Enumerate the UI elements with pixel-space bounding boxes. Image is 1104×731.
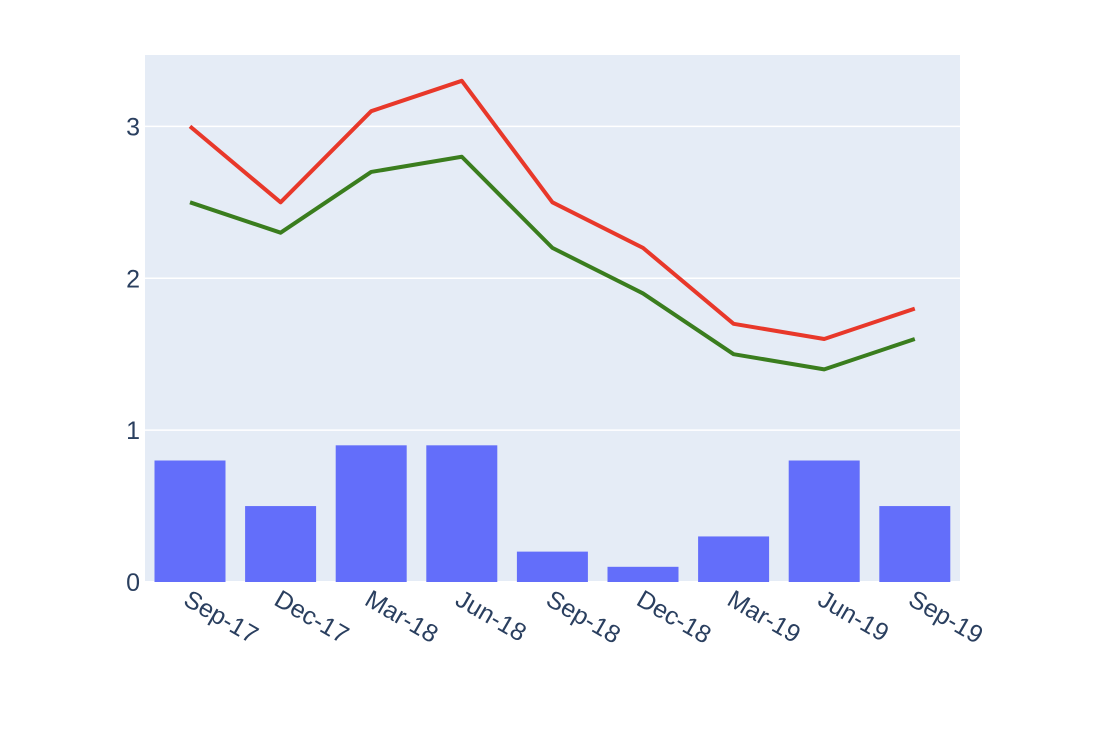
x-tick-label: Sep-18 <box>541 585 625 650</box>
x-tick-label: Jun-19 <box>813 585 893 647</box>
y-tick-label: 2 <box>126 265 140 293</box>
bar <box>607 566 679 582</box>
x-tick-label: Sep-17 <box>179 585 263 650</box>
x-tick-label: Dec-17 <box>270 585 354 650</box>
y-tick-label: 0 <box>126 569 140 597</box>
bar <box>426 445 498 582</box>
bar <box>245 506 317 582</box>
bar <box>788 460 860 582</box>
bar-series <box>154 445 951 582</box>
series-line-2 <box>189 154 916 372</box>
y-tick-label: 1 <box>126 417 140 445</box>
x-tick-label: Mar-18 <box>360 585 443 649</box>
y-axis-ticks: 0 1 2 3 <box>126 113 140 597</box>
x-tick-label: Jun-18 <box>451 585 531 647</box>
x-tick-label: Dec-18 <box>632 585 716 650</box>
x-tick-label: Mar-19 <box>723 585 806 649</box>
bar <box>516 551 588 582</box>
bar <box>154 460 226 582</box>
x-tick-label: Sep-19 <box>904 585 988 650</box>
bar <box>879 506 951 582</box>
y-tick-label: 3 <box>126 113 140 141</box>
bar <box>698 536 770 582</box>
line-series-group <box>188 78 916 372</box>
bar <box>335 445 407 582</box>
x-axis-ticks: Sep-17 Dec-17 Mar-18 Jun-18 Sep-18 Dec-18 Mar-… <box>179 585 988 650</box>
series-line-1 <box>188 78 916 342</box>
